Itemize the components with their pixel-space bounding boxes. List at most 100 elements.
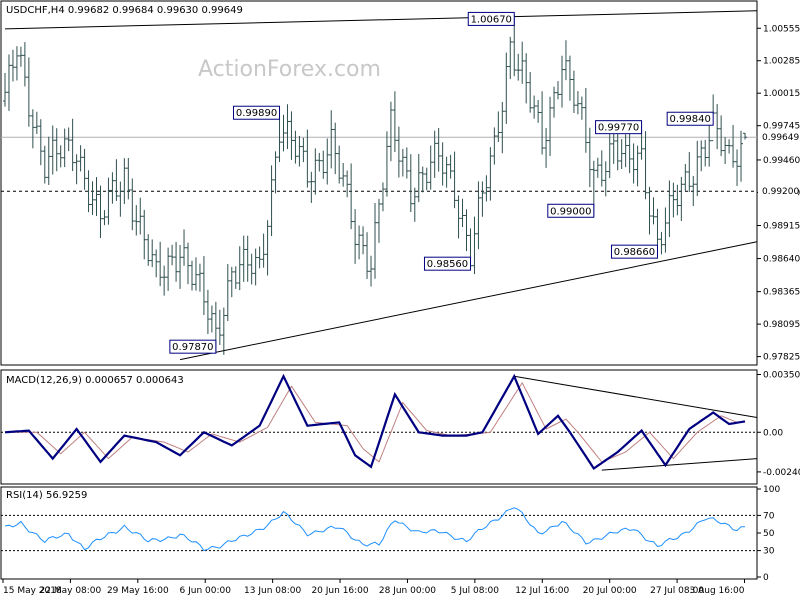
rsi-panel-frame [0,486,758,580]
price-bar [245,235,250,282]
callout-label: 0.98560 [427,259,468,270]
price-bar [603,161,608,197]
y-tick-label: 1.00555 [763,24,800,34]
price-bar [94,177,99,216]
price-bar [341,163,346,187]
price-bar [253,248,258,286]
price-bar [142,209,147,260]
price-bar [325,138,330,185]
price-bar [552,86,557,118]
y-tick-label: 0.99460 [763,156,800,166]
price-bar [273,151,278,194]
price-bar [643,131,648,200]
price-bar [309,171,314,203]
price-bar [102,210,107,226]
price-bar [106,177,111,225]
price-bar [731,125,736,168]
callout-label: 0.99890 [236,108,277,119]
price-bar [293,130,298,164]
x-tick-label: 22 May 08:00 [40,586,102,596]
y-tick-label: 70 [763,511,775,521]
rsi-line [4,507,746,552]
price-bar [122,158,127,205]
y-axis-labels: 1.005551.002851.000150.997450.994600.991… [757,24,800,583]
price-bar [333,122,338,175]
price-bar [464,209,469,252]
current-price-badge: 0.99649 [758,131,799,144]
watermark: ActionForex.com [198,57,381,82]
price-bar [719,115,724,157]
price-bar [492,127,497,165]
price-bar [162,265,167,296]
x-tick-label: 3 Aug 16:00 [690,586,745,596]
price-bar [118,181,123,217]
price-bar [233,266,238,289]
price-bar [182,229,187,266]
price-bar [357,225,362,260]
price-bar [540,91,545,155]
price-bar [615,133,620,171]
price-bar [675,184,680,216]
price-callout: 0.98560 [423,256,471,271]
price-bar [225,264,230,322]
price-trendline [4,10,758,30]
price-bar [703,139,708,167]
price-bar [86,170,91,213]
macd-lines [4,373,746,471]
price-bar [110,172,115,204]
price-bar [18,46,23,67]
macd-trendline [514,375,758,418]
price-bar [345,170,350,198]
price-bar [285,104,290,150]
price-bar [524,53,529,104]
price-bar [337,145,342,184]
price-bar [98,185,103,239]
price-bar [567,55,572,101]
price-bar [170,244,175,266]
price-bar [353,209,358,264]
price-bar [695,140,700,197]
price-bar [428,145,433,190]
price-bar [388,101,393,162]
price-bar [301,137,306,163]
x-tick-label: 27 Jul 08:00 [650,586,704,596]
price-bar [90,181,95,215]
price-bar [599,150,604,187]
price-bar [384,131,389,197]
y-tick-label: 0.003509 [763,370,800,380]
price-bar [174,241,179,282]
y-tick-label: 0 [763,573,769,583]
price-bar [201,256,206,315]
price-bar [416,153,421,203]
y-tick-label: 0.99745 [763,122,800,132]
price-bar [448,154,453,179]
price-bar [265,220,270,276]
price-bar [520,41,525,84]
price-bar [667,180,672,238]
price-bar [313,148,318,195]
price-bar [611,133,616,164]
rsi-main-line [4,507,746,552]
price-bar [444,156,449,188]
price-bar [130,178,135,231]
price-bar [396,126,401,178]
price-bar [261,233,266,268]
price-bar [209,305,214,333]
price-bar [556,81,561,100]
price-bar [376,198,381,243]
price-bar [659,231,664,255]
price-bar [424,167,429,191]
price-bar [420,166,425,193]
macd-trendline [601,458,758,471]
price-bar [178,245,183,289]
price-bar [54,128,59,172]
price-bar [193,257,198,291]
price-bar [62,128,67,168]
y-tick-label: 30 [763,547,775,557]
price-bar [472,216,477,275]
price-bar [50,125,55,175]
price-bar [249,253,254,285]
y-tick-label: 1.00285 [763,57,800,67]
